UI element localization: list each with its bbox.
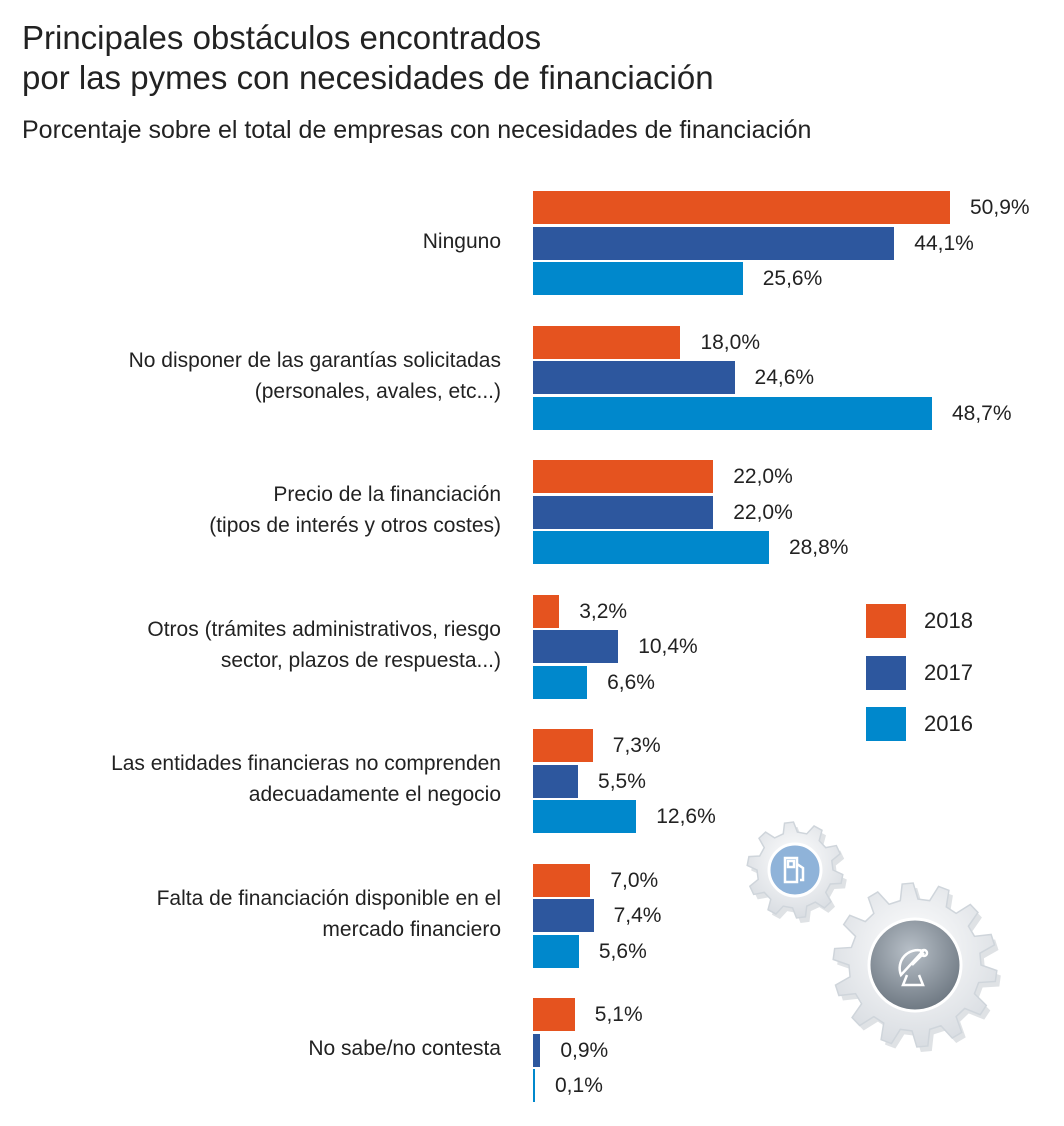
category-label-line: No disponer de las garantías solicitadas xyxy=(128,348,501,372)
legend-swatch xyxy=(866,707,906,741)
category-label: Ninguno xyxy=(1,226,501,257)
value-label: 48,7% xyxy=(951,401,1012,425)
legend-label: 2016 xyxy=(924,711,973,736)
bar-2017 xyxy=(533,1033,541,1067)
value-label: 3,2% xyxy=(579,599,628,623)
category-label: No sabe/no contesta xyxy=(1,1033,501,1064)
bar-2018 xyxy=(533,460,714,493)
legend-swatch xyxy=(866,655,906,690)
category-label-line: Ninguno xyxy=(422,229,501,253)
value-label: 7,4% xyxy=(613,904,662,927)
category-label-line: (personales, avales, etc...) xyxy=(254,379,501,403)
bar-2017 xyxy=(533,764,579,798)
bar-2018 xyxy=(533,325,681,359)
bar-2016 xyxy=(533,934,579,968)
category-label-line: Falta de financiación disponible en el xyxy=(156,886,501,910)
value-label: 50,9% xyxy=(970,196,1030,219)
bar-2017 xyxy=(533,899,594,932)
value-label: 28,8% xyxy=(788,536,849,559)
value-label: 5,1% xyxy=(594,1003,643,1026)
category-label: Otros (trámites administrativos, riesgo s… xyxy=(1,614,501,676)
bar-2017 xyxy=(533,495,714,529)
bar-2018 xyxy=(533,594,560,628)
legend-swatch xyxy=(866,604,906,638)
value-label: 44,1% xyxy=(914,231,974,255)
category-label-line: Las entidades financieras no comprenden xyxy=(111,752,501,775)
category-label: Precio de la financiación (tipos de inter… xyxy=(1,479,501,541)
bar-2016 xyxy=(533,396,932,430)
value-label: 6,6% xyxy=(607,670,655,694)
value-label: 10,4% xyxy=(638,635,698,658)
bar-2018 xyxy=(533,729,593,762)
gear-satellite-icon xyxy=(832,882,1001,1052)
value-label: 25,6% xyxy=(762,267,823,290)
bar-2018 xyxy=(533,863,591,897)
value-label: 5,5% xyxy=(598,769,646,793)
bar-2016 xyxy=(533,531,769,564)
category-label: No disponer de las garantías solicitadas… xyxy=(1,345,501,407)
value-label: 0,9% xyxy=(560,1038,609,1062)
bar-2018 xyxy=(533,191,950,224)
category-label-line: (tipos de interés y otros costes) xyxy=(209,514,501,537)
chart-title: Principales obstáculos encontrados por l… xyxy=(22,18,714,98)
value-label: 7,0% xyxy=(610,868,659,892)
legend-label: 2018 xyxy=(924,608,973,633)
chart-title-line-1: Principales obstáculos encontrados xyxy=(22,19,542,56)
value-label: 22,0% xyxy=(733,465,793,488)
bar-2016 xyxy=(533,800,637,833)
category-label-line: sector, plazos de respuesta...) xyxy=(220,648,501,672)
category-label-line: Otros (trámites administrativos, riesgo xyxy=(147,617,501,641)
value-label: 24,6% xyxy=(754,366,815,389)
category-label: Las entidades financieras no comprenden a… xyxy=(1,748,501,810)
bar-2017 xyxy=(533,226,895,260)
bar-2016 xyxy=(533,262,743,295)
value-label: 0,1% xyxy=(555,1074,603,1097)
category-label-line: mercado financiero xyxy=(322,917,501,941)
category-label: Falta de financiación disponible en el me… xyxy=(1,883,501,945)
bar-2017 xyxy=(533,630,619,663)
value-label: 18,0% xyxy=(700,330,760,354)
value-label: 22,0% xyxy=(733,500,793,524)
bar-2016 xyxy=(533,665,588,699)
bar-2016 xyxy=(533,1069,535,1102)
chart-subtitle: Porcentaje sobre el total de empresas co… xyxy=(22,116,812,144)
chart-title-line-2: por las pymes con necesidades de financi… xyxy=(22,59,714,96)
value-label: 7,3% xyxy=(612,734,661,757)
category-label-line: adecuadamente el negocio xyxy=(248,783,501,806)
decorative-gears xyxy=(746,821,1001,1052)
bar-2018 xyxy=(533,998,575,1031)
value-label: 12,6% xyxy=(656,805,716,828)
category-label-line: No sabe/no contesta xyxy=(308,1036,501,1060)
bar-2017 xyxy=(533,361,735,394)
gear-fuel-icon xyxy=(746,821,847,923)
value-label: 5,6% xyxy=(598,939,647,963)
legend-label: 2017 xyxy=(924,659,973,685)
category-label-line: Precio de la financiación xyxy=(273,483,501,506)
